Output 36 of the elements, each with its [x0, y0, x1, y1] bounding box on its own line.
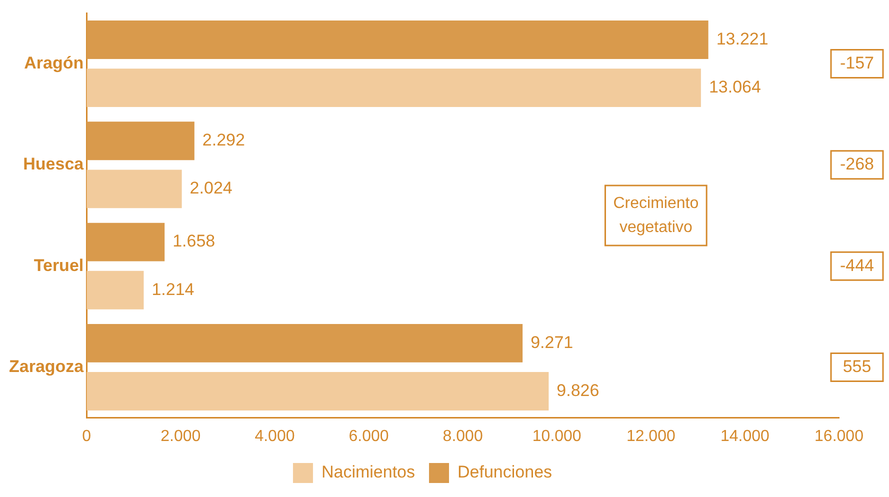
text: 555	[842, 356, 872, 376]
x-tick-label: 16.000	[814, 428, 864, 445]
data-label: 13.221	[716, 29, 768, 48]
bar	[86, 324, 523, 362]
bar	[86, 222, 165, 262]
data-label: 9.826	[556, 380, 600, 400]
bar	[86, 170, 182, 208]
data-label: 2.024	[190, 178, 232, 198]
data-label: 1.214	[152, 280, 194, 299]
y-tick-label: Aragón	[24, 53, 84, 72]
y-tick-label: Huesca	[23, 154, 84, 174]
bar	[86, 372, 549, 410]
text: -157	[840, 53, 874, 72]
data-label: 13.064	[708, 77, 761, 96]
bar	[86, 68, 701, 108]
data-label: 9.271	[530, 332, 574, 352]
bar	[86, 20, 708, 59]
x-tick-label: 12.000	[626, 428, 676, 445]
text: -444	[840, 256, 874, 275]
x-tick-label: 6.000	[348, 428, 389, 445]
x-tick-label: 2.000	[160, 428, 201, 445]
text: -268	[840, 154, 874, 174]
y-tick-label: Zaragoza	[8, 356, 84, 376]
data-label: 1.658	[172, 232, 216, 251]
legend-label: Defunciones	[458, 462, 552, 482]
bar	[86, 122, 194, 160]
annotation: Crecimiento vegetativo	[613, 194, 699, 236]
x-tick-label: 0	[82, 428, 92, 445]
x-tick-label: 14.000	[720, 428, 770, 445]
x-tick-label: 4.000	[254, 428, 295, 445]
bar	[86, 270, 144, 310]
y-tick-label: Teruel	[34, 256, 84, 275]
data-label: 2.292	[202, 130, 245, 150]
legend-label: Nacimientos	[321, 462, 416, 482]
x-tick-label: 8.000	[442, 428, 483, 445]
x-tick-label: 10.000	[532, 428, 582, 445]
